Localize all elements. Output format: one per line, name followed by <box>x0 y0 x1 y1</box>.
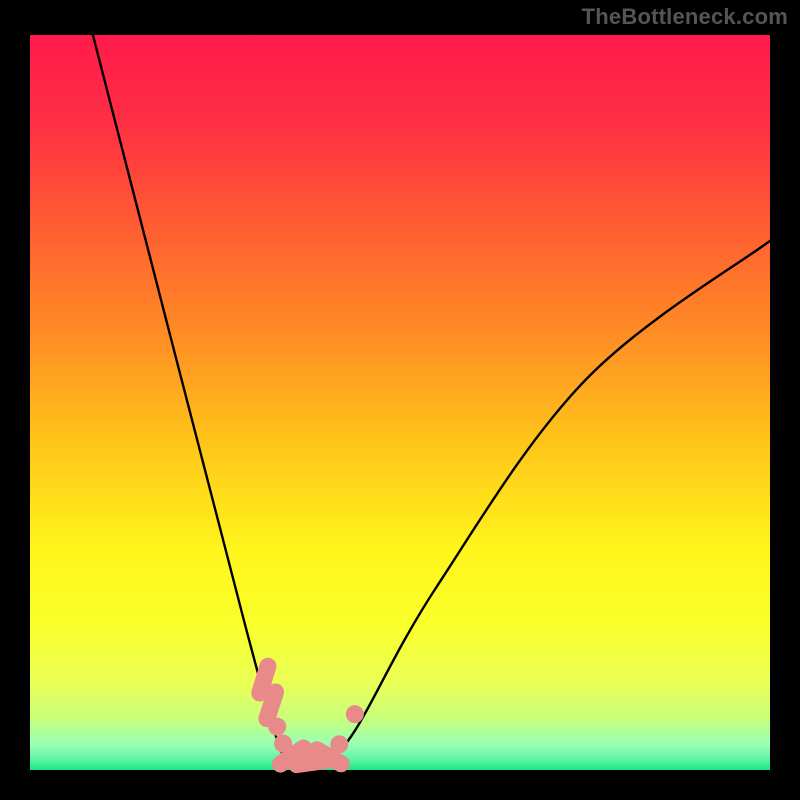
marker-dot <box>268 718 286 736</box>
marker-dot <box>274 735 292 753</box>
watermark-text: TheBottleneck.com <box>582 4 788 30</box>
marker-dot <box>346 705 364 723</box>
marker-cap <box>267 692 276 719</box>
marker-dot <box>330 735 348 753</box>
bottleneck-chart <box>0 0 800 800</box>
marker-cap <box>260 666 268 693</box>
plot-background <box>30 35 770 770</box>
